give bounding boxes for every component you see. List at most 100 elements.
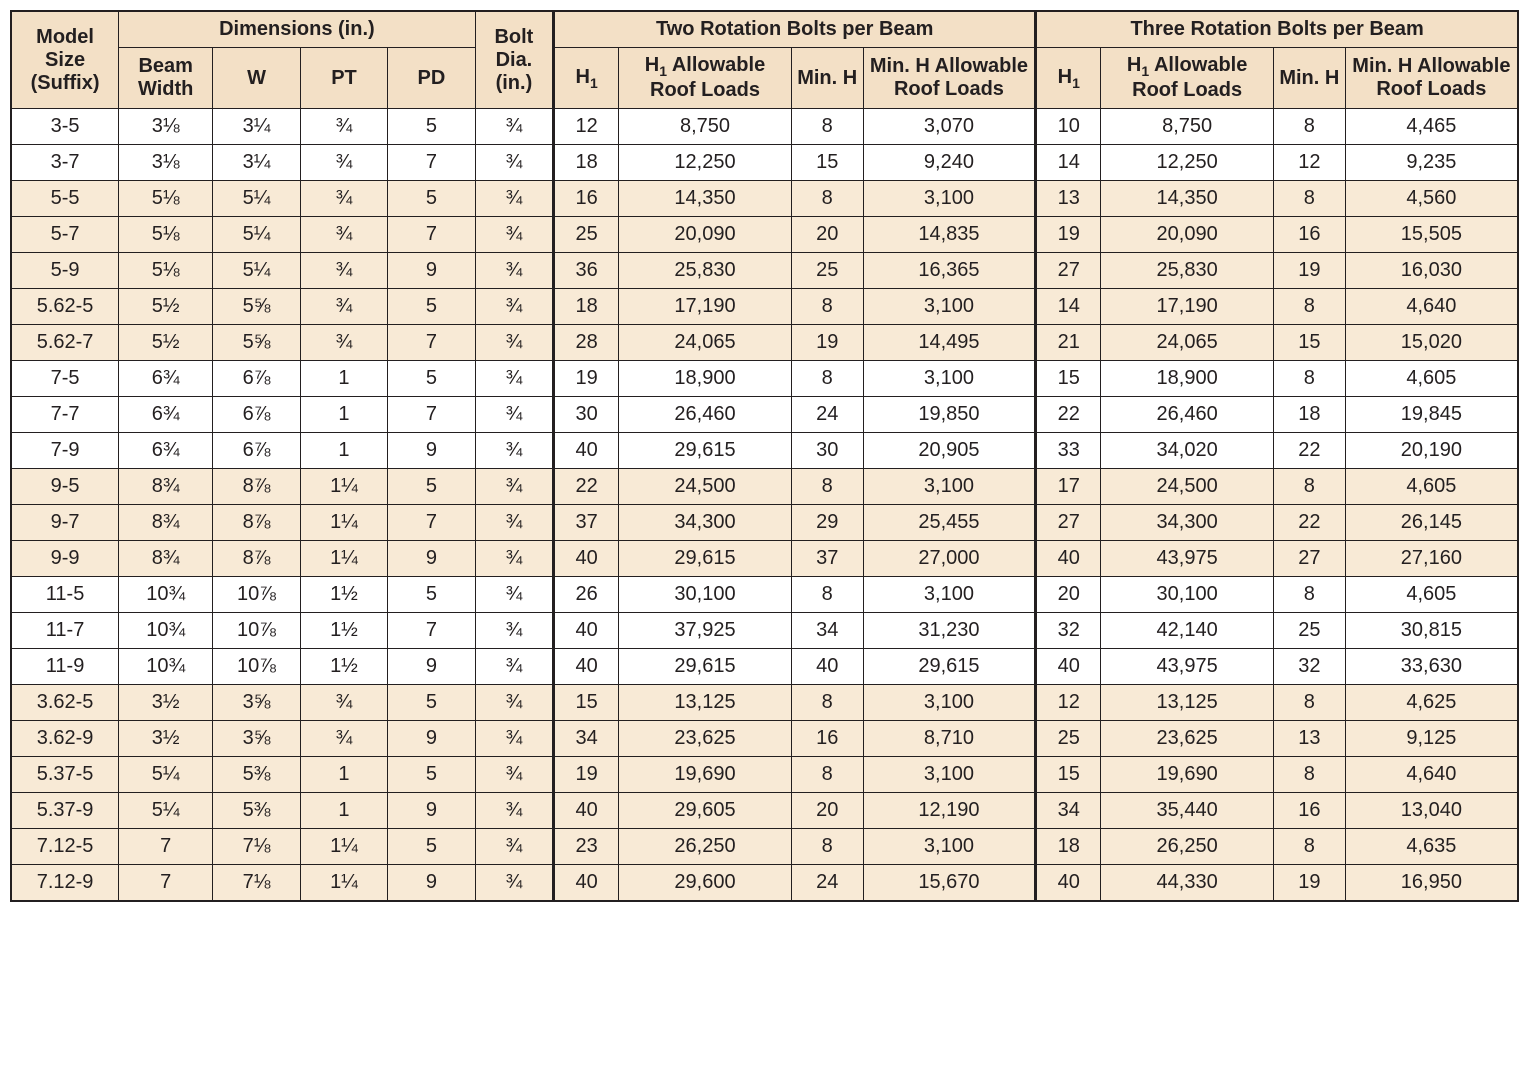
cell-three_min_h: 22 [1273,505,1345,541]
cell-two_h1_load: 23,625 [619,721,792,757]
cell-three_h1_load: 20,090 [1101,217,1274,253]
cell-pd: 9 [388,433,475,469]
cell-model: 5-9 [11,253,119,289]
cell-model: 7.12-9 [11,865,119,902]
cell-w: 5⅜ [213,757,300,793]
cell-two_min_h: 25 [791,253,863,289]
cell-model: 11-9 [11,649,119,685]
col-w: W [213,48,300,109]
cell-w: 5⅜ [213,793,300,829]
cell-three_min_h_load: 15,505 [1345,217,1518,253]
cell-three_min_h: 8 [1273,469,1345,505]
cell-two_min_h: 37 [791,541,863,577]
cell-w: 5¼ [213,217,300,253]
cell-three_h1: 32 [1036,613,1101,649]
cell-three_h1: 25 [1036,721,1101,757]
table-row: 7.12-977⅛1¼9¾4029,6002415,6704044,330191… [11,865,1518,902]
cell-two_h1: 30 [554,397,619,433]
cell-model: 11-5 [11,577,119,613]
cell-three_min_h: 8 [1273,289,1345,325]
cell-two_h1_load: 30,100 [619,577,792,613]
cell-three_min_h: 16 [1273,217,1345,253]
cell-three_h1: 34 [1036,793,1101,829]
cell-beam_width: 5⅛ [119,217,213,253]
table-row: 9-78¾8⅞1¼7¾3734,3002925,4552734,3002226,… [11,505,1518,541]
cell-two_min_h_load: 3,100 [863,181,1036,217]
cell-pt: 1¼ [300,829,387,865]
cell-two_min_h: 34 [791,613,863,649]
cell-three_min_h_load: 27,160 [1345,541,1518,577]
cell-beam_width: 8¾ [119,541,213,577]
cell-two_min_h_load: 3,070 [863,109,1036,145]
cell-three_min_h: 25 [1273,613,1345,649]
cell-pt: ¾ [300,325,387,361]
col-beam-width: Beam Width [119,48,213,109]
cell-two_h1_load: 13,125 [619,685,792,721]
cell-model: 7-7 [11,397,119,433]
cell-two_min_h_load: 3,100 [863,829,1036,865]
cell-two_h1: 40 [554,613,619,649]
cell-three_min_h_load: 15,020 [1345,325,1518,361]
cell-three_h1: 10 [1036,109,1101,145]
table-row: 3-53⅛3¼¾5¾128,75083,070108,75084,465 [11,109,1518,145]
cell-three_h1: 21 [1036,325,1101,361]
cell-two_h1_load: 34,300 [619,505,792,541]
cell-w: 8⅞ [213,541,300,577]
cell-pd: 5 [388,109,475,145]
cell-pd: 5 [388,469,475,505]
cell-w: 10⅞ [213,649,300,685]
cell-beam_width: 5⅛ [119,253,213,289]
cell-three_min_h_load: 33,630 [1345,649,1518,685]
cell-two_min_h: 20 [791,793,863,829]
cell-pt: 1¼ [300,541,387,577]
table-row: 7-96¾6⅞19¾4029,6153020,9053334,0202220,1… [11,433,1518,469]
cell-beam_width: 3⅛ [119,109,213,145]
cell-bolt_dia: ¾ [475,433,553,469]
cell-bolt_dia: ¾ [475,613,553,649]
cell-beam_width: 3⅛ [119,145,213,181]
table-row: 11-710¾10⅞1½7¾4037,9253431,2303242,14025… [11,613,1518,649]
cell-three_min_h_load: 20,190 [1345,433,1518,469]
cell-three_min_h: 8 [1273,577,1345,613]
cell-beam_width: 3½ [119,721,213,757]
cell-two_h1: 16 [554,181,619,217]
colgroup-three-bolts: Three Rotation Bolts per Beam [1036,11,1518,48]
cell-pd: 7 [388,505,475,541]
col-pd: PD [388,48,475,109]
cell-pd: 5 [388,685,475,721]
cell-bolt_dia: ¾ [475,829,553,865]
cell-two_min_h: 19 [791,325,863,361]
cell-three_min_h_load: 4,635 [1345,829,1518,865]
cell-pd: 9 [388,649,475,685]
cell-model: 5-7 [11,217,119,253]
table-row: 5-55⅛5¼¾5¾1614,35083,1001314,35084,560 [11,181,1518,217]
cell-two_h1_load: 26,250 [619,829,792,865]
cell-model: 5-5 [11,181,119,217]
cell-pt: 1 [300,397,387,433]
cell-w: 3¼ [213,145,300,181]
cell-beam_width: 6¾ [119,361,213,397]
cell-bolt_dia: ¾ [475,145,553,181]
table-row: 7-76¾6⅞17¾3026,4602419,8502226,4601819,8… [11,397,1518,433]
cell-pt: 1½ [300,649,387,685]
cell-two_h1: 25 [554,217,619,253]
cell-three_min_h: 8 [1273,757,1345,793]
cell-two_h1_load: 14,350 [619,181,792,217]
cell-three_min_h: 16 [1273,793,1345,829]
cell-beam_width: 7 [119,865,213,902]
cell-pd: 7 [388,397,475,433]
cell-three_h1: 33 [1036,433,1101,469]
cell-two_h1: 15 [554,685,619,721]
cell-pd: 7 [388,145,475,181]
cell-three_min_h_load: 4,605 [1345,469,1518,505]
cell-three_min_h_load: 9,125 [1345,721,1518,757]
cell-bolt_dia: ¾ [475,649,553,685]
cell-three_h1_load: 26,460 [1101,397,1274,433]
cell-model: 5.37-5 [11,757,119,793]
cell-three_min_h_load: 4,605 [1345,577,1518,613]
cell-w: 7⅛ [213,829,300,865]
cell-beam_width: 6¾ [119,397,213,433]
cell-three_h1: 20 [1036,577,1101,613]
cell-three_min_h: 22 [1273,433,1345,469]
cell-three_min_h_load: 19,845 [1345,397,1518,433]
